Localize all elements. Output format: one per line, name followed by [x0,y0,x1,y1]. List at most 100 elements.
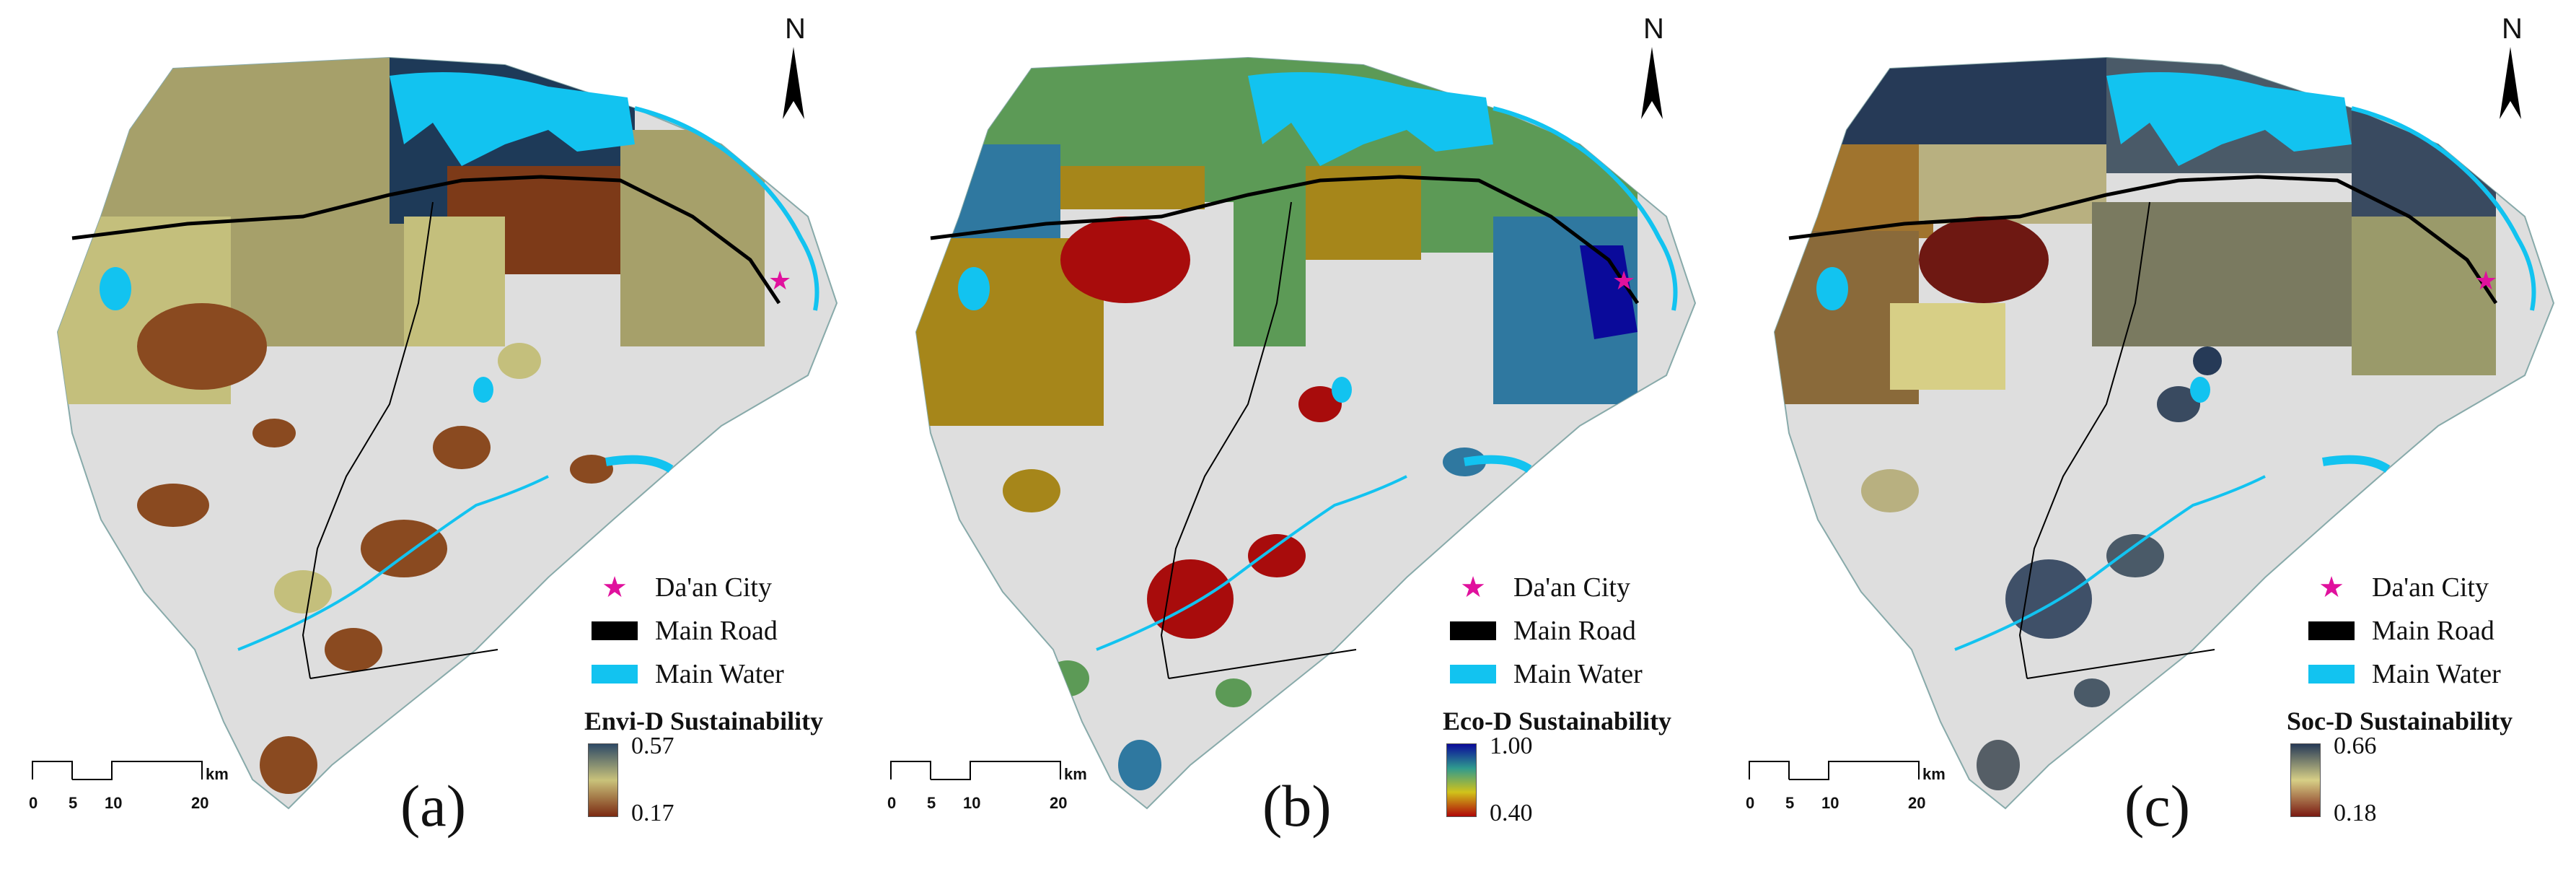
river [634,106,819,311]
panel-label-c: (c) [2124,773,2191,839]
legend-city: ★ Da'an City [592,572,772,603]
water-body [1332,377,1352,403]
main-road [930,175,1640,305]
sustainability-title-a: Envi-D Sustainability [584,707,824,735]
ramp-min-a: 0.17 [631,800,674,826]
main-water-north [390,72,635,166]
river [2322,455,2391,473]
legend-road: Main Road [2308,615,2494,647]
main-road [309,649,498,679]
main-road [1788,175,2498,305]
legend-road: Main Road [592,615,778,647]
legend-water-label: Main Water [655,659,784,689]
scale-tick-10: 10 [105,794,123,812]
ramp-min-b: 0.40 [1490,800,1533,826]
north-arrow-icon [783,47,804,119]
legend-road-label: Main Road [655,616,778,646]
ramp-min-c: 0.18 [2334,800,2377,826]
scale-bar [890,761,1061,780]
color-ramp-c [2290,743,2321,817]
scale-tick-0: 0 [29,794,38,812]
north-arrow-icon [1641,47,1663,119]
legend-water: Main Water [1450,658,1643,690]
legend-water-label: Main Water [1513,659,1643,689]
map-c [1773,47,2555,810]
ramp-max-c: 0.66 [2334,733,2377,759]
water-swatch [2308,665,2355,684]
scale-tick-10: 10 [963,794,981,812]
scale-unit: km [206,765,229,783]
river [1464,455,1532,473]
legend-water: Main Water [592,658,784,690]
panel-label-b: (b) [1262,773,1332,839]
north-label: N [1643,13,1664,45]
main-road [2018,201,2150,679]
color-ramp-a [588,743,618,817]
map-panel-c: N ★ 0 5 10 20 km ★ Da'an City Main Road … [1717,0,2575,869]
sustainability-title-b: Eco-D Sustainability [1443,707,1672,735]
main-water-north [2106,72,2352,166]
legend-road-label: Main Road [1513,616,1636,646]
scale-bar [1749,761,1920,780]
main-road [1160,201,1292,679]
scale-tick-5: 5 [927,794,936,812]
legend-water: Main Water [2308,658,2501,690]
legend-road-label: Main Road [2372,616,2494,646]
scale-tick-0: 0 [887,794,897,812]
north-label: N [785,13,806,45]
north-label: N [2502,13,2523,45]
main-road [2026,649,2215,679]
legend-city-label: Da'an City [2372,572,2489,603]
star-icon: ★ [1460,571,1486,603]
map-panel-a: N ★ 0 5 10 20 km ★ Da'an City Main Road … [0,0,858,869]
legend-city-label: Da'an City [655,572,772,603]
north-arrow-icon [2500,47,2521,119]
main-water-north [1248,72,1493,166]
river [2351,106,2536,311]
main-road [71,175,781,305]
ramp-max-b: 1.00 [1490,733,1533,759]
water-swatch [1450,665,1496,684]
map-a [56,47,838,810]
scale-bar [32,761,203,780]
river [1493,106,1678,311]
main-road [1168,649,1357,679]
scale-tick-5: 5 [1785,794,1795,812]
water-body [2190,377,2210,403]
river [605,455,674,473]
road-swatch [592,621,638,640]
legend-road: Main Road [1450,615,1636,647]
legend-city-label: Da'an City [1513,572,1630,603]
star-icon: ★ [2318,571,2344,603]
scale-tick-20: 20 [1050,794,1068,812]
legend-water-label: Main Water [2372,659,2501,689]
road-swatch [2308,621,2355,640]
scale-tick-10: 10 [1821,794,1839,812]
river [1096,475,1407,651]
legend-city: ★ Da'an City [2308,572,2489,603]
scale-tick-5: 5 [69,794,78,812]
water-body [958,267,990,310]
scale-tick-0: 0 [1746,794,1755,812]
ramp-max-a: 0.57 [631,733,674,759]
map-panel-b: N ★ 0 5 10 20 km ★ Da'an City Main Road … [858,0,1717,869]
water-body [1816,267,1848,310]
river [237,475,549,651]
road-swatch [1450,621,1496,640]
water-body [100,267,131,310]
scale-unit: km [1922,765,1946,783]
water-body [473,377,493,403]
da-an-city-marker: ★ [768,266,792,295]
panel-label-a: (a) [400,773,467,839]
da-an-city-marker: ★ [1612,266,1636,295]
star-icon: ★ [602,571,628,603]
scale-tick-20: 20 [1908,794,1926,812]
water-swatch [592,665,638,684]
sustainability-title-c: Soc-D Sustainability [2287,707,2513,735]
da-an-city-marker: ★ [2474,266,2498,295]
map-b [915,47,1697,810]
main-road [302,201,434,679]
scale-tick-20: 20 [191,794,209,812]
legend-city: ★ Da'an City [1450,572,1630,603]
river [1954,475,2266,651]
